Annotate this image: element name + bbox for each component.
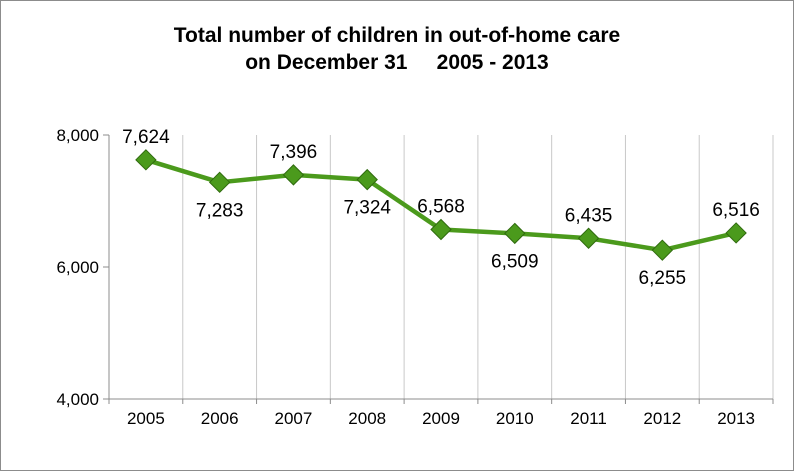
chart-title-line-1: Total number of children in out-of-home … <box>173 24 621 47</box>
data-label: 6,516 <box>712 200 760 221</box>
data-point-marker <box>725 222 747 244</box>
x-tick-label: 2009 <box>422 409 460 428</box>
x-tick-label: 2013 <box>717 409 755 428</box>
x-tick-label: 2006 <box>201 409 239 428</box>
data-label: 7,396 <box>270 142 318 163</box>
data-label: 6,255 <box>639 268 687 289</box>
y-tick-label: 6,000 <box>56 258 99 277</box>
data-label: 6,509 <box>491 251 539 272</box>
x-tick-label: 2010 <box>496 409 534 428</box>
data-point-marker <box>208 171 231 194</box>
chart-title: Total number of children in out-of-home … <box>0 22 794 76</box>
data-point-marker <box>504 222 526 245</box>
x-tick-label: 2005 <box>127 409 165 428</box>
data-point-marker <box>651 239 674 261</box>
data-label: 7,283 <box>196 200 244 221</box>
y-tick-label: 4,000 <box>56 390 99 409</box>
data-label: 7,324 <box>343 198 391 219</box>
x-tick-label: 2012 <box>643 409 681 428</box>
chart-title-line-2: on December 31 2005 - 2013 <box>245 51 549 74</box>
data-point-marker <box>282 164 305 186</box>
data-point-marker <box>577 227 600 249</box>
data-point-marker <box>430 218 452 241</box>
data-point-marker <box>135 149 157 171</box>
x-tick-label: 2011 <box>570 409 607 428</box>
x-tick-label: 2007 <box>275 409 313 428</box>
data-label: 6,568 <box>417 197 465 218</box>
data-label: 6,435 <box>565 205 613 226</box>
data-point-marker <box>356 168 378 191</box>
x-tick-label: 2008 <box>348 409 386 428</box>
y-tick-label: 8,000 <box>56 126 99 145</box>
data-label: 7,624 <box>122 127 170 148</box>
